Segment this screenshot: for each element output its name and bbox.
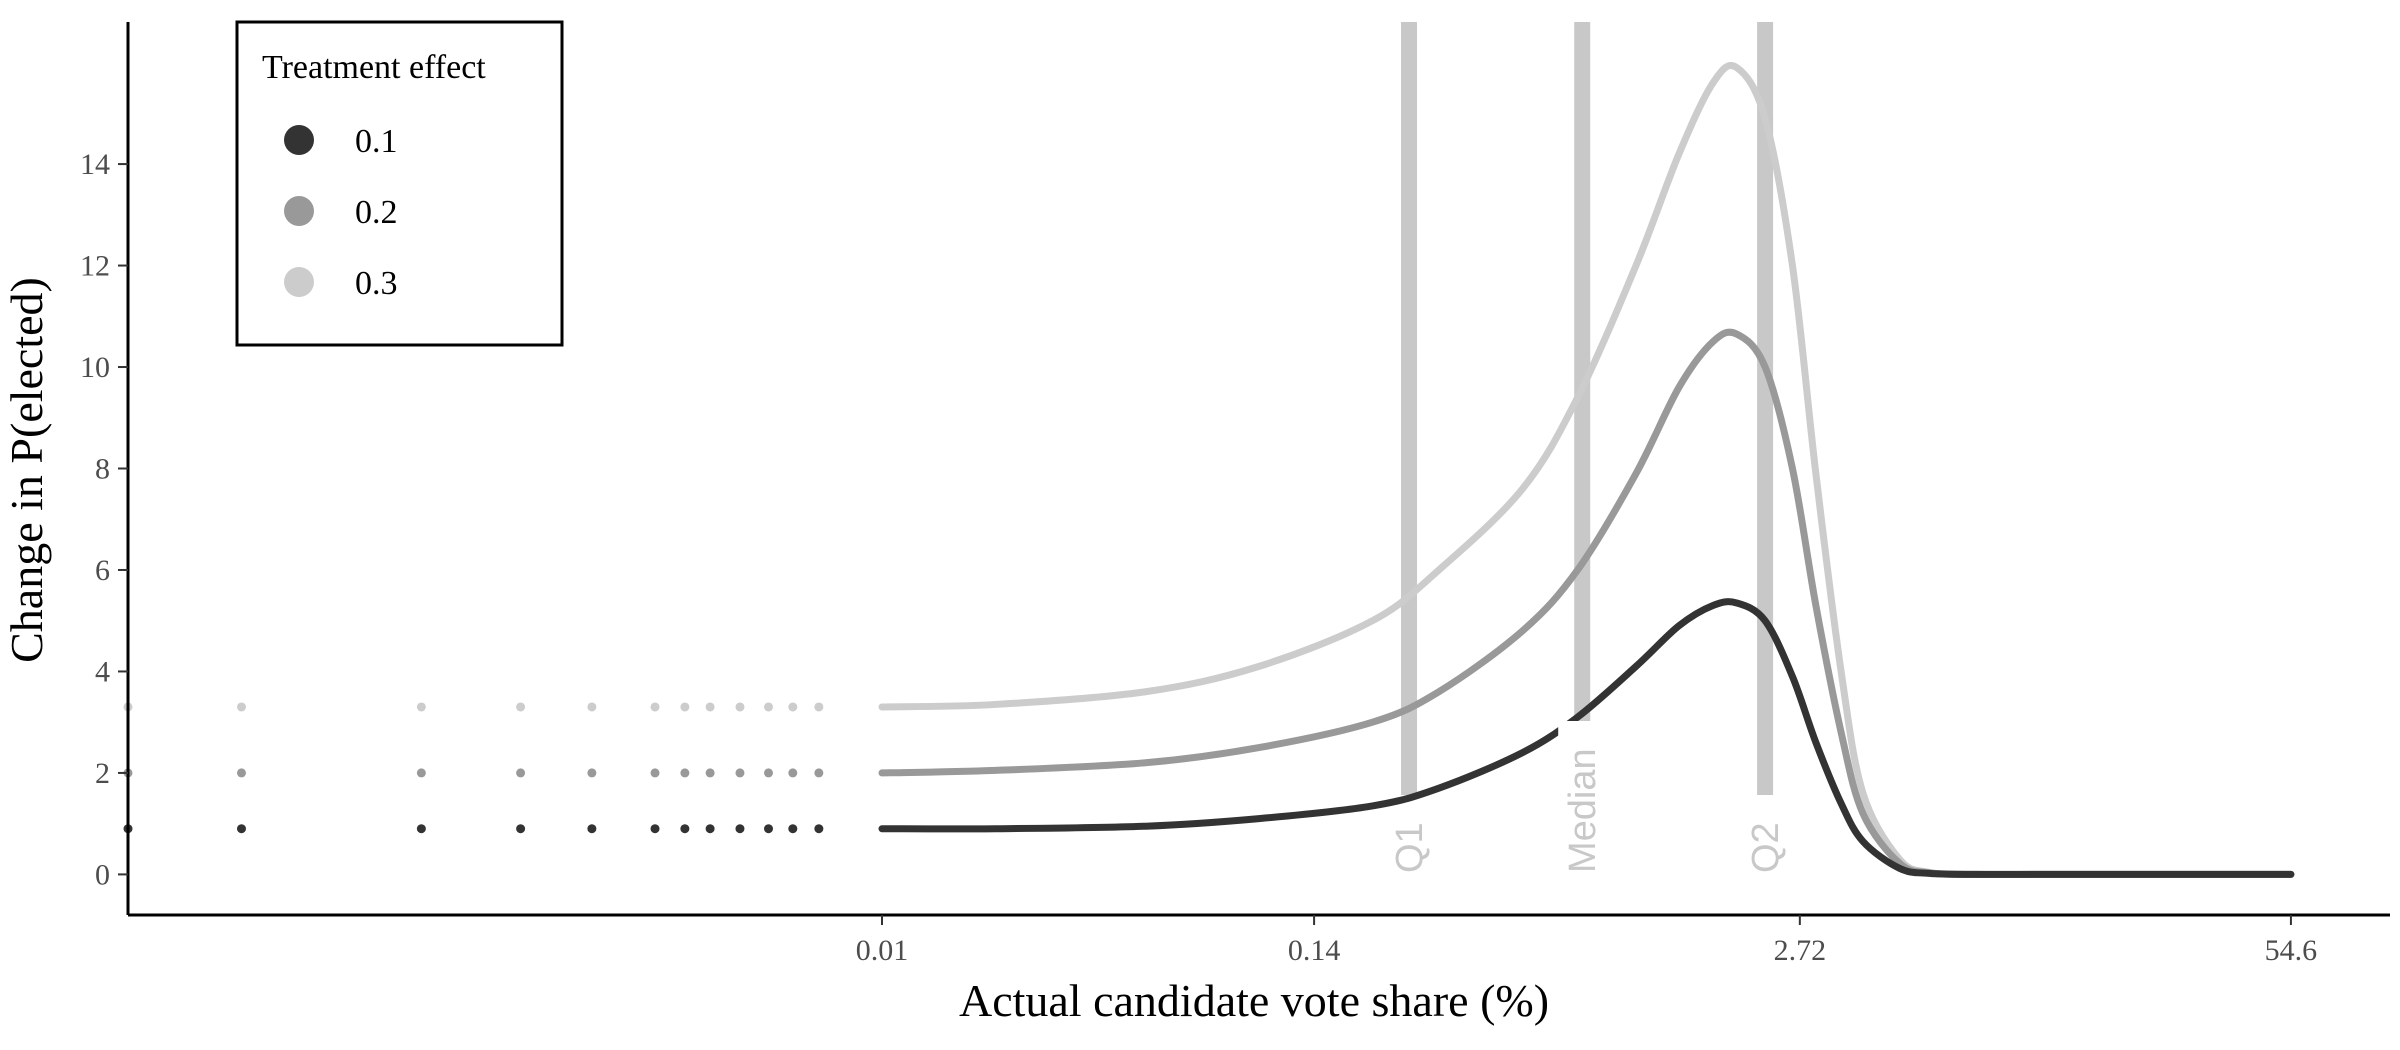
point-marker [705, 768, 715, 778]
x-tick-label: 0.01 [856, 934, 909, 967]
point-marker [680, 824, 690, 834]
y-tick-label: 0 [95, 858, 110, 891]
x-axis-title: Actual candidate vote share (%) [959, 975, 1549, 1026]
point-marker [735, 702, 745, 712]
y-tick-label: 10 [80, 351, 110, 384]
point-marker [236, 702, 246, 712]
legend-title: Treatment effect [262, 49, 486, 86]
point-marker [587, 768, 597, 778]
point-marker [814, 702, 824, 712]
series-lines [878, 62, 2295, 879]
x-ticks: 0.01 0.14 2.72 54.6 [856, 915, 2317, 967]
legend-swatch-0.2 [284, 196, 314, 226]
y-tick-label: 2 [95, 757, 110, 790]
reference-label-text: Median [1562, 748, 1604, 873]
legend-swatch-0.3 [284, 267, 314, 297]
point-marker [735, 824, 745, 834]
reference-label-bg [1741, 817, 1778, 877]
point-marker [680, 702, 690, 712]
series-line-0.1 [878, 598, 2295, 878]
point-marker [764, 768, 774, 778]
reference-label-median: Median [1558, 721, 1604, 877]
point-marker [814, 824, 824, 834]
point-marker [764, 824, 774, 834]
x-tick-label: 2.72 [1774, 934, 1827, 967]
y-tick-label: 6 [95, 554, 110, 587]
point-marker [680, 768, 690, 778]
point-marker [788, 824, 798, 834]
point-marker [735, 768, 745, 778]
y-axis-title: Change in P(elected) [1, 277, 52, 663]
point-marker [650, 768, 660, 778]
point-marker [650, 824, 660, 834]
reference-label-q2: Q2 [1741, 817, 1787, 877]
reference-label-q1: Q1 [1385, 817, 1431, 877]
legend-label-0.2: 0.2 [355, 194, 398, 231]
point-marker [516, 702, 526, 712]
reference-label-text: Q2 [1745, 822, 1787, 873]
point-marker [587, 702, 597, 712]
point-marker [705, 824, 715, 834]
point-marker [236, 824, 246, 834]
x-tick-label: 54.6 [2265, 934, 2318, 967]
legend-label-0.3: 0.3 [355, 265, 398, 302]
point-marker [416, 702, 426, 712]
point-marker [764, 702, 774, 712]
y-tick-label: 8 [95, 453, 110, 486]
point-marker [814, 768, 824, 778]
point-marker [705, 702, 715, 712]
point-marker [236, 768, 246, 778]
legend-label-0.1: 0.1 [355, 123, 398, 160]
y-ticks: 0 2 4 6 8 10 12 14 [80, 148, 128, 891]
point-marker [587, 824, 597, 834]
point-marker [516, 768, 526, 778]
point-marker [416, 768, 426, 778]
reference-label-bg [1558, 721, 1595, 877]
reference-lines [1401, 22, 1774, 795]
y-tick-label: 4 [95, 655, 110, 688]
point-marker [788, 702, 798, 712]
point-marker [416, 824, 426, 834]
point-marker [788, 768, 798, 778]
reference-label-text: Q1 [1389, 822, 1431, 873]
point-marker [516, 824, 526, 834]
legend-swatch-0.1 [284, 125, 314, 155]
reference-label-bg [1385, 817, 1422, 877]
y-tick-label: 14 [80, 148, 110, 181]
legend: Treatment effect 0.1 0.2 0.3 [235, 20, 564, 347]
y-tick-label: 12 [80, 250, 110, 283]
point-marker [650, 702, 660, 712]
x-tick-label: 0.14 [1288, 934, 1341, 967]
point-markers [123, 702, 824, 834]
reference-line-labels: Q1 Median Q2 [1385, 721, 1787, 877]
